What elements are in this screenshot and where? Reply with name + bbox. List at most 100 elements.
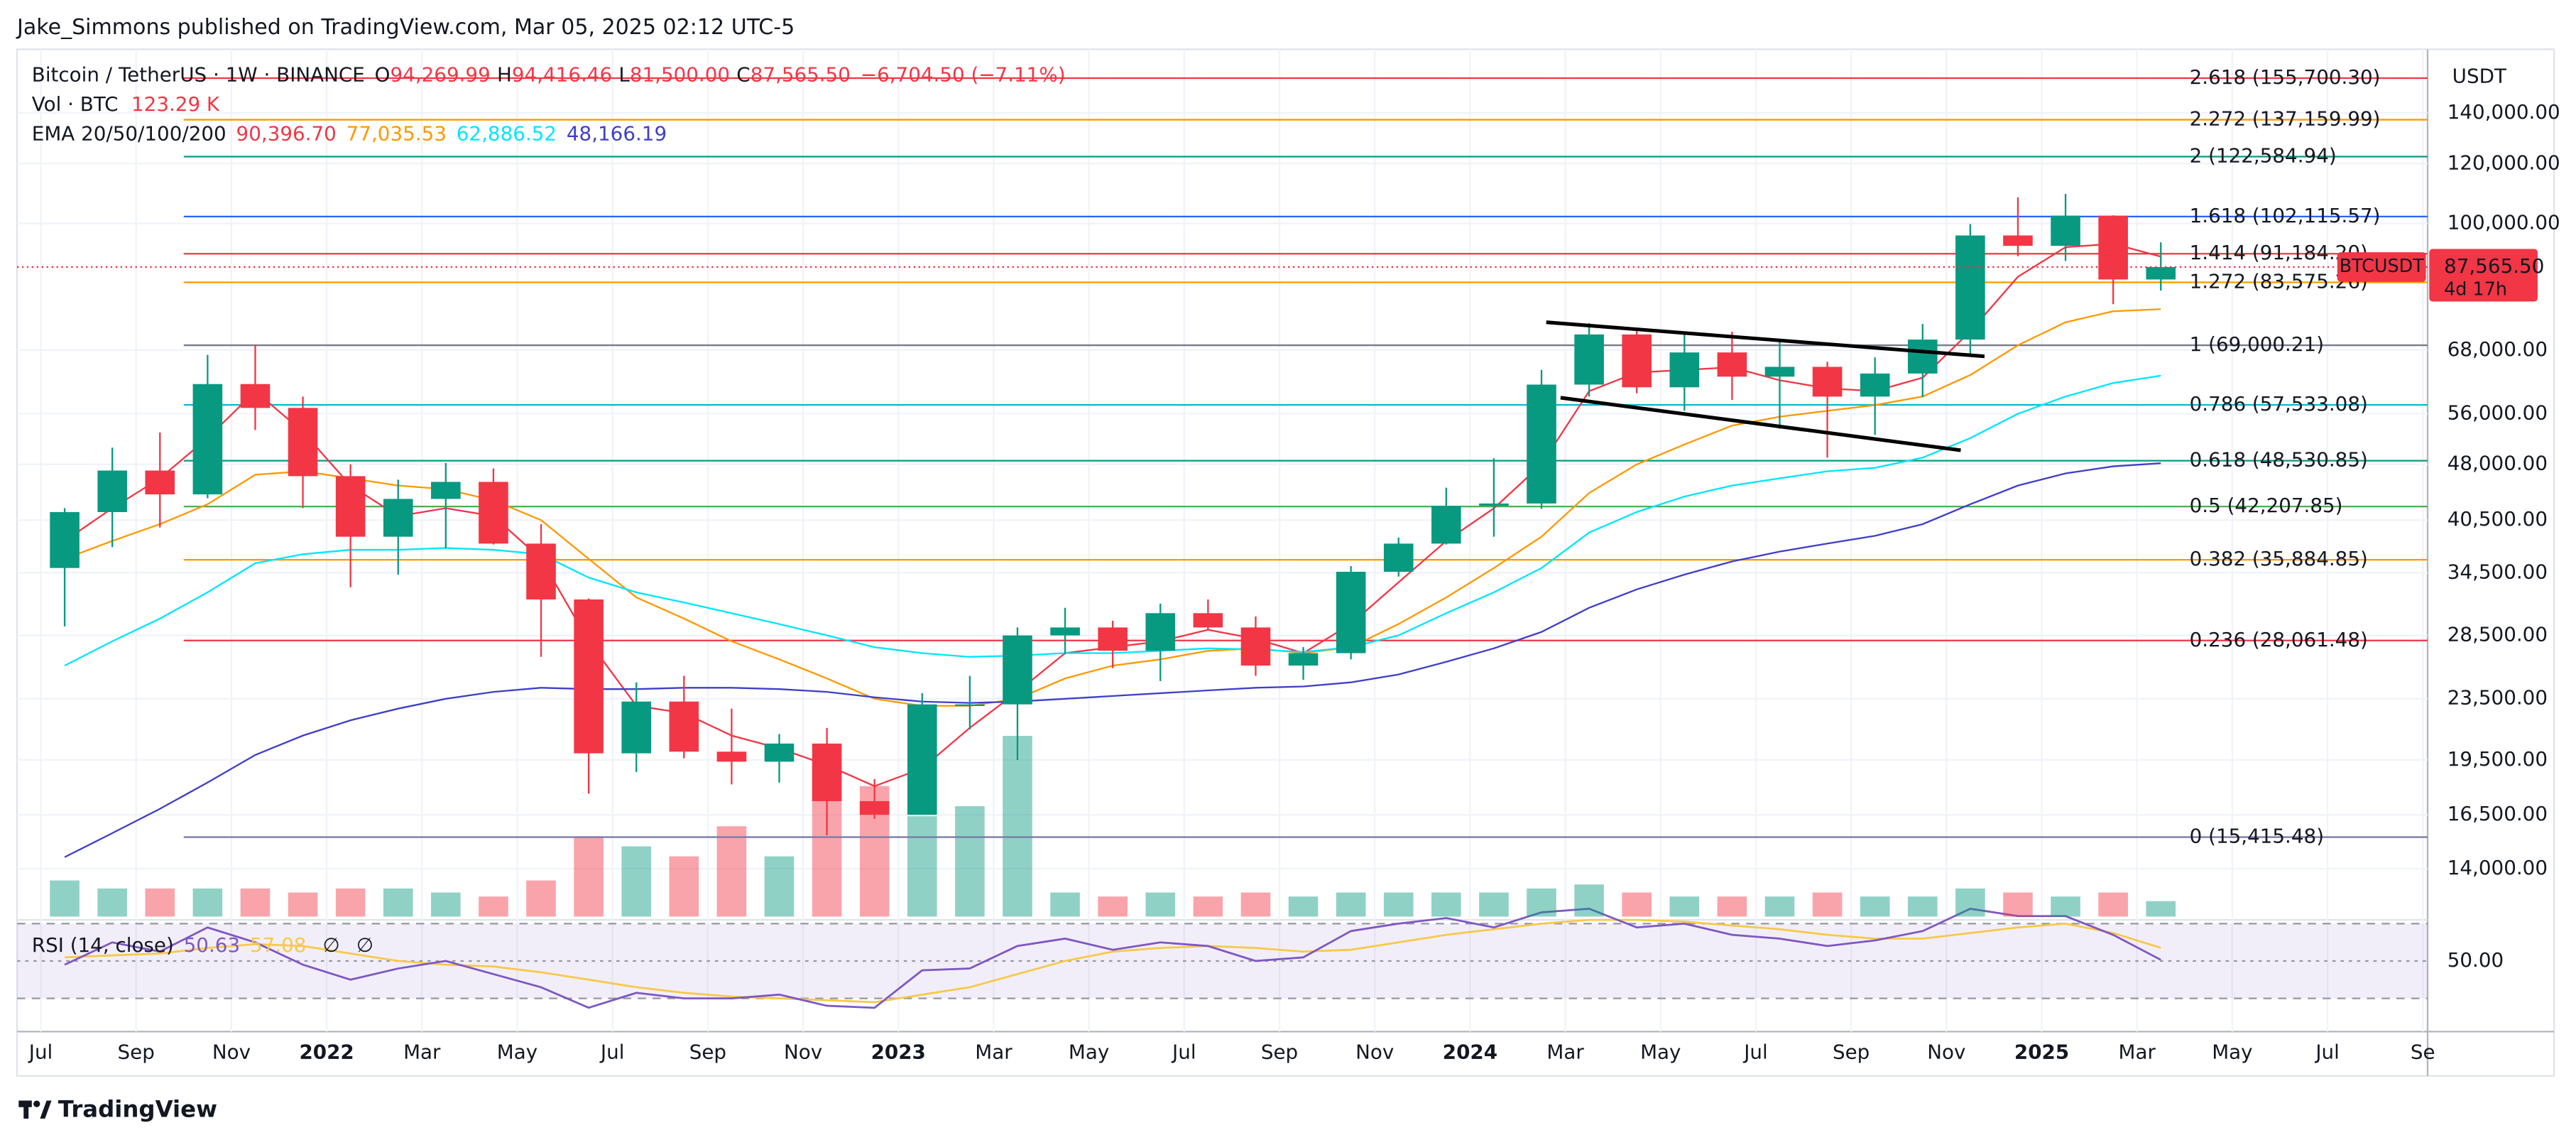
candle-body — [526, 543, 556, 599]
volume-bar — [145, 888, 175, 917]
x-tick-label: Nov — [784, 1040, 822, 1063]
candle-body — [2051, 215, 2080, 246]
y-tick-label: 48,000.00 — [2447, 452, 2548, 475]
x-tick-label: Jul — [2314, 1040, 2339, 1063]
y-tick-label: 16,500.00 — [2447, 802, 2548, 825]
x-tick-label: Jul — [1742, 1040, 1767, 1063]
ohlc-key: O — [375, 63, 391, 86]
volume-bar — [1907, 896, 1938, 917]
candle-body — [1193, 613, 1223, 628]
rsi-line — [64, 907, 2161, 1009]
rsi-legend-item: ∅ — [356, 933, 373, 957]
x-tick-label: Mar — [2119, 1040, 2156, 1063]
candle-body — [1145, 613, 1176, 651]
symbol-tag — [2337, 252, 2426, 282]
volume-bar — [1003, 736, 1032, 917]
x-tick-label: 2024 — [1443, 1040, 1497, 1063]
x-tick-label: Sep — [1833, 1040, 1870, 1063]
fib-label: 0.382 (35,884.85) — [2190, 547, 2368, 570]
legend-line: EMA 20/50/100/200 90,396.70 77,035.53 62,88… — [32, 122, 667, 146]
candle-body — [764, 743, 795, 762]
x-tick-label: Jul — [1171, 1040, 1196, 1063]
x-tick-label: 2022 — [299, 1040, 354, 1063]
candle-body — [97, 470, 127, 512]
y-tick-label: 28,500.00 — [2447, 623, 2548, 646]
ema-value: 62,886.52 — [457, 122, 557, 146]
volume-bar — [574, 836, 604, 917]
volume-bar — [1240, 892, 1271, 917]
candle-body — [2098, 215, 2128, 280]
x-tick-label: Mar — [403, 1040, 441, 1063]
rsi-ma-line — [64, 918, 2161, 1004]
volume-bar — [764, 856, 795, 917]
ohlc-value: 94,269.99 — [391, 63, 491, 86]
x-tick-label: May — [2212, 1040, 2252, 1063]
volume-bar — [526, 880, 556, 917]
x-tick-label: 2023 — [871, 1040, 926, 1063]
volume-bar — [1669, 896, 1700, 917]
legend-line: Vol · BTC 123.29 K — [32, 92, 220, 116]
candle-body — [1955, 235, 1985, 340]
volume-bar — [50, 880, 80, 917]
candle-body — [1907, 340, 1938, 374]
x-tick-label: Nov — [212, 1040, 251, 1063]
candle-body — [50, 511, 80, 568]
fib-label: 0.5 (42,207.85) — [2190, 494, 2343, 517]
chart-frame — [16, 48, 2555, 1077]
legend-line: Bitcoin / TetherUS · 1W · BINANCE O94,269… — [32, 63, 1066, 86]
rsi-band — [16, 923, 2428, 999]
tradingview-logo — [18, 1100, 52, 1119]
ema-value: 48,166.19 — [567, 122, 667, 146]
volume-bar — [1145, 892, 1176, 917]
rsi-legend-item: ∅ — [323, 933, 340, 957]
fib-label: 0 (15,415.48) — [2190, 825, 2324, 848]
candle-body — [859, 800, 890, 815]
volume-bar — [2051, 896, 2080, 917]
x-tick-label: May — [1069, 1040, 1109, 1063]
x-tick-label: May — [1640, 1040, 1681, 1063]
volume-bar — [479, 896, 508, 917]
volume-bar — [1764, 896, 1795, 917]
candle-body — [1240, 627, 1271, 666]
candle-body — [716, 751, 747, 762]
y-tick-label: 23,500.00 — [2447, 686, 2548, 710]
y-tick-label: 40,500.00 — [2447, 507, 2548, 531]
candle-body — [2003, 235, 2033, 246]
candle-body — [383, 499, 413, 537]
x-tick-label: Se — [2411, 1040, 2435, 1063]
candle-body — [812, 743, 842, 801]
price-axis-unit: USDT — [2452, 65, 2507, 88]
volume-bar — [1717, 896, 1747, 917]
volume-bar — [1574, 884, 1604, 917]
y-tick-label: 68,000.00 — [2447, 337, 2548, 361]
volume-label: Vol · BTC — [32, 92, 119, 116]
trendline — [1560, 396, 1961, 452]
y-tick-label: 100,000.00 — [2447, 211, 2560, 234]
fib-label: 2 (122,584.94) — [2190, 143, 2337, 167]
ohlc-key: H — [497, 63, 512, 86]
fib-label: 2.618 (155,700.30) — [2190, 65, 2381, 89]
countdown: 4d 17h — [2444, 278, 2507, 299]
volume-bar — [1193, 896, 1223, 917]
rsi-legend-item: RSI (14, close) — [32, 933, 174, 957]
volume-bar — [716, 826, 747, 917]
volume-bar — [1383, 892, 1414, 917]
candle-body — [145, 470, 175, 495]
fib-label: 0.786 (57,533.08) — [2190, 392, 2368, 416]
candle-body — [1622, 334, 1652, 388]
y-tick-label: 34,500.00 — [2447, 560, 2548, 583]
ema-value: 90,396.70 — [236, 122, 337, 146]
candle-body — [621, 701, 652, 754]
rsi-legend-item: 50.63 — [184, 933, 240, 957]
volume-bar — [383, 888, 413, 917]
fib-label: 0.236 (28,061.48) — [2190, 628, 2368, 651]
rsi-tick-label: 50.00 — [2447, 948, 2504, 972]
candle-body — [479, 482, 508, 544]
candle-body — [1050, 627, 1080, 636]
x-tick-label: Mar — [1546, 1040, 1584, 1063]
fib-label: 1.618 (102,115.57) — [2190, 204, 2381, 227]
volume-bar — [288, 892, 318, 917]
fib-label: 1 (69,000.21) — [2190, 332, 2324, 356]
candle-body — [431, 482, 461, 499]
